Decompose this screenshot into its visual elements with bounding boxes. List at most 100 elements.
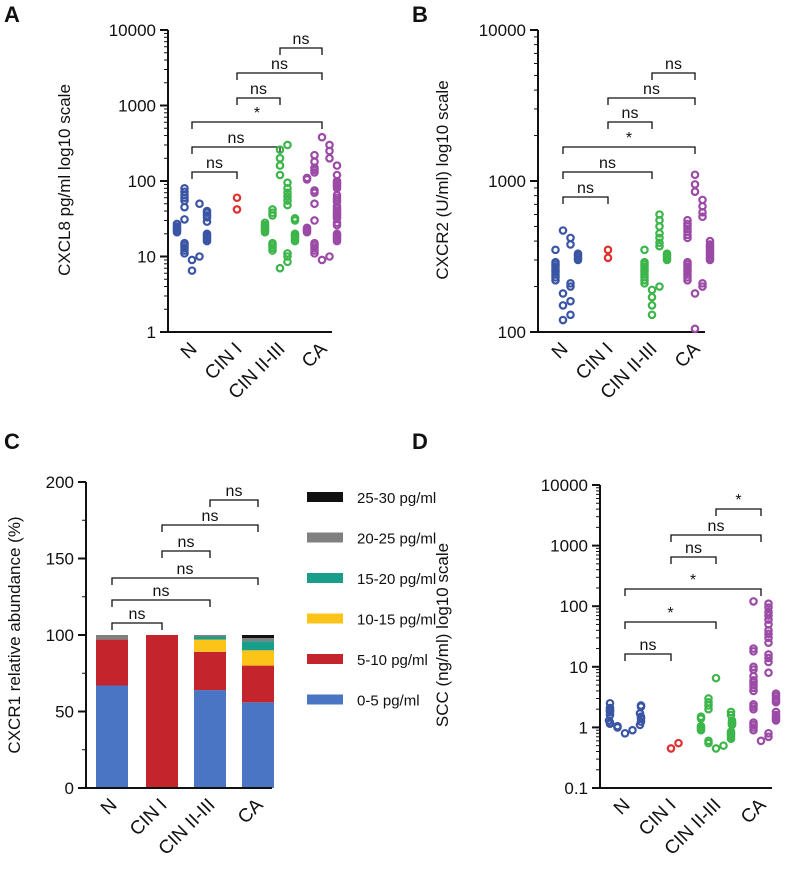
y-tick-label: 200 [46, 473, 74, 492]
significance-label: ns [228, 130, 245, 147]
significance-label: ns [271, 56, 288, 73]
bar-segment-cin-ii-iii-10-15-pg-ml [194, 639, 226, 652]
data-point-ca [310, 238, 319, 248]
y-tick-label: 0.1 [564, 779, 588, 798]
significance-label: * [626, 130, 632, 147]
data-point-cin-ii-iii [283, 249, 292, 258]
significance-bracket [161, 524, 259, 532]
data-point-cin-ii-iii [647, 301, 657, 310]
significance-bracket [191, 146, 281, 154]
significance-bracket [279, 47, 323, 55]
y-tick-label: 100 [46, 626, 74, 645]
data-point-ca [683, 215, 692, 225]
data-point-cin-i [603, 253, 613, 263]
data-point-n [573, 249, 583, 259]
significance-label: ns [599, 155, 616, 172]
significance-bracket [111, 622, 163, 630]
data-point-ca [771, 689, 781, 698]
data-point-ca [332, 229, 342, 239]
data-point-ca [764, 603, 773, 612]
data-point-n [187, 255, 197, 265]
data-point-ca [690, 180, 700, 189]
panel-a-y-ticks: 1 10 100 1000 10000 [109, 21, 168, 342]
data-point-ca [690, 187, 700, 196]
significance-label: ns [293, 31, 310, 48]
significance-bracket [209, 499, 259, 507]
data-point-ca [771, 707, 781, 717]
significance-label: ns [685, 540, 702, 557]
legend-swatch [307, 492, 343, 502]
data-point-cin-ii-iii [290, 229, 300, 239]
data-point-n [566, 279, 575, 288]
data-point-cin-i [232, 205, 242, 214]
y-tick-label: 1 [147, 323, 156, 342]
data-point-n [566, 233, 575, 243]
y-tick-label: 1000 [488, 172, 526, 191]
significance-bracket [651, 72, 696, 80]
category-label-n: N [97, 795, 122, 820]
data-point-ca [325, 252, 334, 261]
data-point-cin-ii-iii [719, 741, 728, 750]
data-point-n [620, 728, 630, 738]
panel-c-label: C [4, 429, 20, 454]
data-point-ca [764, 607, 773, 617]
y-tick-label: 1 [579, 718, 588, 737]
data-point-cin-ii-iii [283, 252, 292, 261]
y-tick-label: 1000 [550, 537, 588, 556]
y-tick-label: 10000 [541, 476, 588, 495]
data-point-cin-ii-iii [268, 205, 277, 214]
significance-label: ns [622, 105, 639, 122]
data-point-ca [705, 240, 715, 249]
data-point-ca [764, 633, 773, 643]
significance-bracket [670, 534, 762, 542]
panel-b-y-axis-title: CXCR2 (U/ml) log10 scale [433, 80, 452, 279]
data-point-cin-ii-iii [655, 282, 664, 291]
y-tick-label: 50 [55, 703, 74, 722]
panel-c: C CXCR1 relative abundance (%) 0 50 100 150… [4, 429, 436, 860]
data-point-n [180, 215, 189, 224]
significance-bracket [161, 550, 211, 558]
data-point-cin-ii-iii [283, 200, 292, 210]
significance-label: ns [129, 606, 146, 623]
panel-b: B CXCR2 (U/ml) log10 scale 100100010000 … [412, 2, 715, 404]
data-point-n [566, 282, 575, 291]
data-point-cin-ii-iii [283, 192, 292, 201]
data-point-cin-ii-iii [283, 196, 292, 205]
bar-segment-ca-15-20-pg-ml [242, 641, 274, 651]
data-point-cin-ii-iii [275, 145, 285, 154]
data-point-ca [764, 638, 773, 647]
data-point-ca [690, 170, 700, 180]
data-point-ca [332, 161, 342, 170]
data-point-n [172, 219, 182, 229]
data-point-n [558, 289, 568, 298]
y-tick-label: 10 [569, 658, 588, 677]
data-point-cin-ii-iii [662, 249, 672, 259]
category-label-ca: CA [298, 338, 332, 372]
legend-swatch [307, 573, 343, 583]
data-point-cin-ii-iii [647, 292, 657, 302]
data-point-ca [317, 132, 327, 142]
legend-label: 15-20 pg/ml [357, 571, 436, 588]
significance-bracket [607, 121, 653, 129]
data-point-ca [705, 236, 715, 246]
data-point-ca [749, 597, 758, 606]
data-point-n [558, 301, 568, 310]
data-point-ca [690, 289, 700, 298]
data-point-ca [764, 599, 773, 608]
data-point-ca [325, 140, 334, 150]
legend-label: 0-5 pg/ml [357, 693, 420, 710]
bar-segment-ca-5-10-pg-ml [242, 665, 274, 703]
data-point-ca [310, 150, 319, 160]
data-point-n [551, 245, 560, 255]
bar-segment-ca-10-15-pg-ml [242, 650, 274, 666]
data-point-n [551, 257, 560, 267]
data-point-n [195, 252, 204, 261]
panel-c-y-ticks: 0 50 100 150 200 [46, 473, 86, 798]
data-point-ca [698, 282, 707, 291]
data-point-cin-ii-iii [275, 263, 285, 273]
panel-a-y-axis-title: CXCL8 pg/ml log10 scale [55, 84, 74, 276]
panel-d-label: D [412, 429, 428, 454]
data-point-n [202, 206, 212, 216]
